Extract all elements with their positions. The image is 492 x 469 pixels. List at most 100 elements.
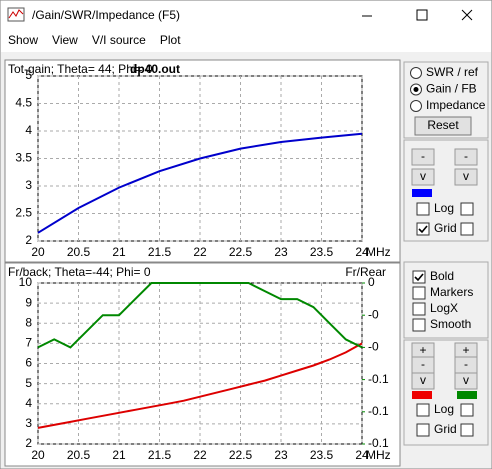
- checkbox[interactable]: [412, 302, 426, 316]
- step-button-label[interactable]: -: [464, 149, 468, 163]
- x-axis-label: MHz: [366, 448, 391, 462]
- x-tick-label: 20.5: [67, 245, 91, 259]
- maximize-button[interactable]: [416, 9, 428, 21]
- step-button-label[interactable]: v: [463, 169, 469, 183]
- step-button[interactable]: [411, 168, 435, 186]
- checkbox-label[interactable]: Smooth: [430, 317, 471, 331]
- x-axis-label: MHz: [366, 245, 391, 259]
- x-tick-label: 22: [193, 245, 207, 259]
- x-tick-label: 20.5: [67, 448, 91, 462]
- checkbox-label[interactable]: Log: [434, 402, 454, 416]
- y-tick-label: 4: [25, 396, 32, 410]
- y2-tick-label: -0.1: [368, 436, 389, 450]
- x-tick-label: 23.5: [310, 245, 334, 259]
- checkbox[interactable]: [416, 202, 430, 216]
- x-tick-label: 22: [193, 448, 207, 462]
- step-button[interactable]: [454, 148, 478, 166]
- x-tick-label: 21: [112, 245, 126, 259]
- series-line: [37, 132, 363, 234]
- step-button-label[interactable]: v: [420, 169, 426, 183]
- step-button[interactable]: [411, 372, 435, 390]
- y2-tick-label: -0: [368, 340, 379, 354]
- checkbox-label[interactable]: LogX: [430, 301, 458, 315]
- x-tick-label: 21: [112, 448, 126, 462]
- series-label: Fr/back; Theta=-44; Phi= 0: [8, 265, 151, 279]
- top-controls-group: [403, 139, 489, 242]
- y-tick-label: 2: [25, 436, 32, 450]
- step-button-label[interactable]: -: [464, 357, 468, 371]
- bottom-plot-panel: [4, 262, 401, 467]
- checkbox[interactable]: [416, 222, 430, 236]
- y-tick-label: 6: [25, 356, 32, 370]
- step-button-label[interactable]: v: [420, 373, 426, 387]
- checkbox-label[interactable]: Markers: [430, 285, 473, 299]
- y-tick-label: 2.5: [15, 206, 32, 220]
- file-annotation: dp40.out: [130, 62, 180, 76]
- x-tick-label: 23: [274, 448, 288, 462]
- x-tick-label: 22.5: [229, 448, 253, 462]
- y-tick-label: 5: [25, 376, 32, 390]
- step-button[interactable]: [454, 168, 478, 186]
- checkbox[interactable]: [416, 403, 430, 417]
- y2-tick-label: -0: [368, 307, 379, 321]
- color-swatch[interactable]: [457, 391, 477, 399]
- radio-button[interactable]: [410, 100, 422, 112]
- step-button-label[interactable]: -: [421, 357, 425, 371]
- app-icon: [7, 7, 25, 22]
- x-tick-label: 20: [31, 245, 45, 259]
- checkbox[interactable]: [412, 270, 426, 284]
- y-tick-label: 3: [25, 178, 32, 192]
- bottom-controls-group: [403, 339, 489, 446]
- step-button-label[interactable]: -: [421, 149, 425, 163]
- menu-item[interactable]: Show: [8, 33, 38, 47]
- color-swatch[interactable]: [412, 391, 432, 399]
- checkbox-label[interactable]: Log: [434, 201, 454, 215]
- checkbox[interactable]: [460, 202, 474, 216]
- chart-title: Tot-gain; Theta= 44; Phi= 0: [8, 62, 153, 76]
- checkbox-mark: [414, 273, 424, 282]
- checkbox-label[interactable]: Grid: [434, 422, 457, 436]
- checkbox[interactable]: [460, 222, 474, 236]
- menu-item[interactable]: V/I source: [92, 33, 146, 47]
- step-button-label[interactable]: v: [463, 373, 469, 387]
- radio-label[interactable]: Gain / FB: [426, 82, 477, 96]
- reset-button[interactable]: [414, 116, 472, 136]
- radio-label[interactable]: Impedance: [426, 98, 486, 112]
- y2-tick-label: -0.1: [368, 372, 389, 386]
- step-button-label[interactable]: +: [462, 343, 469, 357]
- y2-tick-label: 0: [368, 275, 375, 289]
- x-tick-label: 23.5: [310, 448, 334, 462]
- options-group: [403, 261, 489, 339]
- series-line: [37, 282, 363, 349]
- checkbox-label[interactable]: Bold: [430, 269, 454, 283]
- reset-label[interactable]: Reset: [427, 118, 459, 132]
- step-button[interactable]: [411, 148, 435, 166]
- color-swatch[interactable]: [412, 189, 432, 197]
- y-tick-label: 4.5: [15, 96, 32, 110]
- series-label: Fr/Rear: [345, 265, 386, 279]
- checkbox[interactable]: [460, 423, 474, 437]
- x-tick-label: 22.5: [229, 245, 253, 259]
- step-button[interactable]: [454, 372, 478, 390]
- y-tick-label: 9: [25, 295, 32, 309]
- radio-dot: [413, 87, 419, 92]
- radio-label[interactable]: SWR / ref: [426, 65, 479, 79]
- menu-bar: [1, 31, 491, 52]
- mode-group: [403, 61, 489, 139]
- y-tick-label: 2: [25, 233, 32, 247]
- radio-button[interactable]: [410, 67, 422, 79]
- title-bar: [1, 1, 491, 31]
- checkbox[interactable]: [460, 403, 474, 417]
- step-button-label[interactable]: +: [419, 343, 426, 357]
- menu-item[interactable]: View: [52, 33, 78, 47]
- top-plot-panel: [4, 59, 401, 263]
- checkbox[interactable]: [412, 318, 426, 332]
- checkbox-label[interactable]: Grid: [434, 221, 457, 235]
- checkbox[interactable]: [412, 286, 426, 300]
- menu-item[interactable]: Plot: [160, 33, 181, 47]
- checkbox[interactable]: [416, 423, 430, 437]
- y2-tick-label: -0.1: [368, 404, 389, 418]
- close-button[interactable]: [461, 9, 473, 21]
